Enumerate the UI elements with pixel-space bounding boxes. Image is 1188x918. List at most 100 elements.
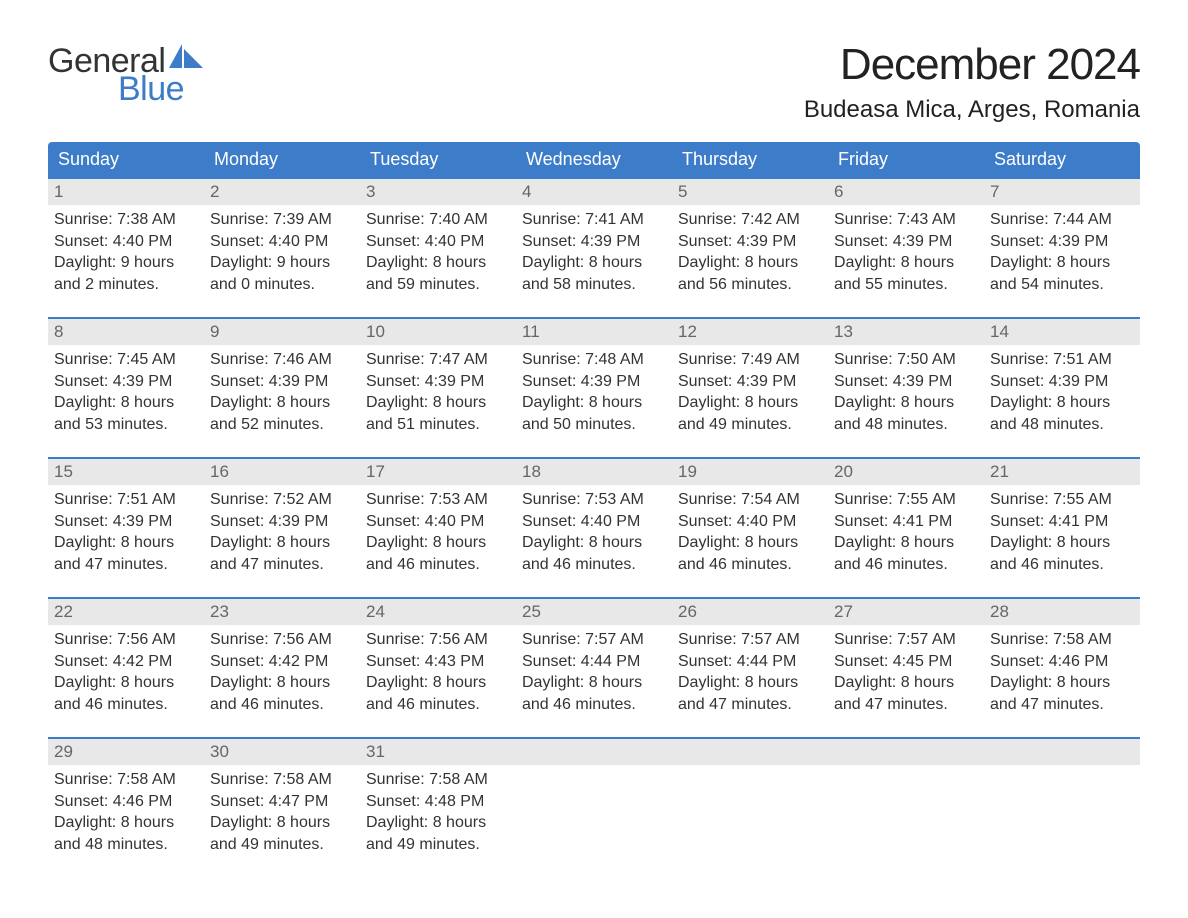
sunset-line: Sunset: 4:39 PM [210,511,354,533]
day-number: 24 [360,597,516,625]
sunrise-line: Sunrise: 7:58 AM [366,769,510,791]
daylight-line: Daylight: 8 hours and 46 minutes. [54,672,198,715]
sunset-line: Sunset: 4:41 PM [990,511,1134,533]
day-details: Sunrise: 7:53 AMSunset: 4:40 PMDaylight:… [516,485,672,583]
sunset-line: Sunset: 4:45 PM [834,651,978,673]
day-number: 1 [48,177,204,205]
day-details: Sunrise: 7:56 AMSunset: 4:43 PMDaylight:… [360,625,516,723]
calendar-day-cell [984,737,1140,877]
calendar-day-cell [672,737,828,877]
sunset-line: Sunset: 4:42 PM [54,651,198,673]
weekday-tuesday: Tuesday [360,142,516,177]
calendar-week-row: 1Sunrise: 7:38 AMSunset: 4:40 PMDaylight… [48,177,1140,317]
brand-word2: Blue [118,72,203,106]
calendar-day-cell: 7Sunrise: 7:44 AMSunset: 4:39 PMDaylight… [984,177,1140,317]
sunrise-line: Sunrise: 7:44 AM [990,209,1134,231]
day-number: 19 [672,457,828,485]
daylight-line: Daylight: 8 hours and 46 minutes. [990,532,1134,575]
calendar-day-cell: 18Sunrise: 7:53 AMSunset: 4:40 PMDayligh… [516,457,672,597]
calendar-day-cell: 13Sunrise: 7:50 AMSunset: 4:39 PMDayligh… [828,317,984,457]
day-details: Sunrise: 7:50 AMSunset: 4:39 PMDaylight:… [828,345,984,443]
sunset-line: Sunset: 4:40 PM [54,231,198,253]
calendar-day-cell: 26Sunrise: 7:57 AMSunset: 4:44 PMDayligh… [672,597,828,737]
sunset-line: Sunset: 4:40 PM [366,231,510,253]
day-details: Sunrise: 7:56 AMSunset: 4:42 PMDaylight:… [204,625,360,723]
sunset-line: Sunset: 4:39 PM [522,231,666,253]
weekday-monday: Monday [204,142,360,177]
calendar-day-cell: 14Sunrise: 7:51 AMSunset: 4:39 PMDayligh… [984,317,1140,457]
calendar-day-cell: 31Sunrise: 7:58 AMSunset: 4:48 PMDayligh… [360,737,516,877]
weekday-row: Sunday Monday Tuesday Wednesday Thursday… [48,142,1140,177]
day-number: 15 [48,457,204,485]
day-details: Sunrise: 7:46 AMSunset: 4:39 PMDaylight:… [204,345,360,443]
daylight-line: Daylight: 8 hours and 48 minutes. [54,812,198,855]
sunrise-line: Sunrise: 7:57 AM [522,629,666,651]
day-number: 23 [204,597,360,625]
day-number-blank [828,737,984,765]
day-details: Sunrise: 7:58 AMSunset: 4:47 PMDaylight:… [204,765,360,863]
day-number: 20 [828,457,984,485]
calendar-header: Sunday Monday Tuesday Wednesday Thursday… [48,142,1140,177]
day-details: Sunrise: 7:53 AMSunset: 4:40 PMDaylight:… [360,485,516,583]
weekday-friday: Friday [828,142,984,177]
day-details: Sunrise: 7:47 AMSunset: 4:39 PMDaylight:… [360,345,516,443]
daylight-line: Daylight: 8 hours and 46 minutes. [210,672,354,715]
day-details: Sunrise: 7:54 AMSunset: 4:40 PMDaylight:… [672,485,828,583]
day-number: 27 [828,597,984,625]
calendar-day-cell: 3Sunrise: 7:40 AMSunset: 4:40 PMDaylight… [360,177,516,317]
day-details: Sunrise: 7:48 AMSunset: 4:39 PMDaylight:… [516,345,672,443]
sunset-line: Sunset: 4:40 PM [678,511,822,533]
day-details: Sunrise: 7:58 AMSunset: 4:48 PMDaylight:… [360,765,516,863]
day-number: 12 [672,317,828,345]
day-number: 31 [360,737,516,765]
day-number-blank [672,737,828,765]
calendar-day-cell: 8Sunrise: 7:45 AMSunset: 4:39 PMDaylight… [48,317,204,457]
sunset-line: Sunset: 4:39 PM [366,371,510,393]
sunset-line: Sunset: 4:46 PM [54,791,198,813]
day-details: Sunrise: 7:39 AMSunset: 4:40 PMDaylight:… [204,205,360,303]
sunrise-line: Sunrise: 7:38 AM [54,209,198,231]
day-number: 5 [672,177,828,205]
day-details: Sunrise: 7:58 AMSunset: 4:46 PMDaylight:… [984,625,1140,723]
day-details: Sunrise: 7:55 AMSunset: 4:41 PMDaylight:… [828,485,984,583]
daylight-line: Daylight: 8 hours and 46 minutes. [834,532,978,575]
sunset-line: Sunset: 4:39 PM [990,371,1134,393]
day-details: Sunrise: 7:57 AMSunset: 4:44 PMDaylight:… [672,625,828,723]
sunrise-line: Sunrise: 7:51 AM [990,349,1134,371]
day-number: 30 [204,737,360,765]
day-number: 8 [48,317,204,345]
calendar-day-cell: 6Sunrise: 7:43 AMSunset: 4:39 PMDaylight… [828,177,984,317]
calendar-week-row: 8Sunrise: 7:45 AMSunset: 4:39 PMDaylight… [48,317,1140,457]
calendar-day-cell: 19Sunrise: 7:54 AMSunset: 4:40 PMDayligh… [672,457,828,597]
day-details: Sunrise: 7:52 AMSunset: 4:39 PMDaylight:… [204,485,360,583]
day-details: Sunrise: 7:44 AMSunset: 4:39 PMDaylight:… [984,205,1140,303]
sunrise-line: Sunrise: 7:43 AM [834,209,978,231]
sunrise-line: Sunrise: 7:48 AM [522,349,666,371]
calendar-day-cell [828,737,984,877]
sunrise-line: Sunrise: 7:58 AM [54,769,198,791]
weekday-saturday: Saturday [984,142,1140,177]
daylight-line: Daylight: 8 hours and 51 minutes. [366,392,510,435]
sunrise-line: Sunrise: 7:45 AM [54,349,198,371]
weekday-sunday: Sunday [48,142,204,177]
calendar-week-row: 29Sunrise: 7:58 AMSunset: 4:46 PMDayligh… [48,737,1140,877]
calendar-day-cell: 27Sunrise: 7:57 AMSunset: 4:45 PMDayligh… [828,597,984,737]
daylight-line: Daylight: 9 hours and 0 minutes. [210,252,354,295]
day-number: 29 [48,737,204,765]
location-subtitle: Budeasa Mica, Arges, Romania [804,96,1140,124]
sunrise-line: Sunrise: 7:53 AM [366,489,510,511]
daylight-line: Daylight: 8 hours and 48 minutes. [834,392,978,435]
sunrise-line: Sunrise: 7:51 AM [54,489,198,511]
day-number: 2 [204,177,360,205]
daylight-line: Daylight: 8 hours and 47 minutes. [210,532,354,575]
daylight-line: Daylight: 8 hours and 50 minutes. [522,392,666,435]
sunset-line: Sunset: 4:39 PM [834,231,978,253]
daylight-line: Daylight: 8 hours and 47 minutes. [990,672,1134,715]
sunset-line: Sunset: 4:44 PM [522,651,666,673]
day-number: 11 [516,317,672,345]
day-number: 10 [360,317,516,345]
sunset-line: Sunset: 4:39 PM [678,371,822,393]
daylight-line: Daylight: 8 hours and 49 minutes. [210,812,354,855]
calendar-day-cell: 23Sunrise: 7:56 AMSunset: 4:42 PMDayligh… [204,597,360,737]
day-details: Sunrise: 7:51 AMSunset: 4:39 PMDaylight:… [984,345,1140,443]
